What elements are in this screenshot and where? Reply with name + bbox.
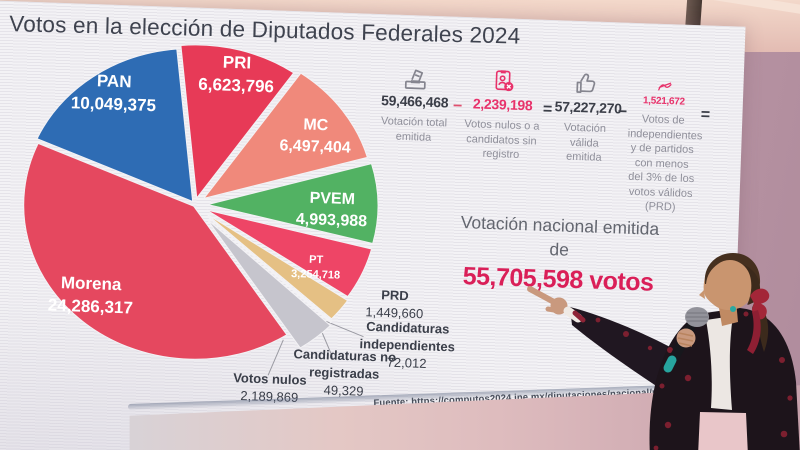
- pie-label: PRI: [222, 53, 251, 73]
- leader-line: [267, 339, 284, 376]
- pie-label: PVEM: [309, 190, 355, 209]
- equation-label: Votos nulos o a candidatos sin registro: [464, 118, 540, 162]
- equation-label: Votación válida emitida: [563, 121, 607, 164]
- equation-label: Votación total emitida: [380, 115, 448, 144]
- pen-strike-icon: [629, 68, 700, 94]
- leader-line: [325, 320, 364, 338]
- presenter-shirt: [706, 316, 733, 410]
- pie-label: Candidaturas: [366, 319, 450, 337]
- equation-value: 59,466,468: [380, 92, 449, 111]
- pie-label: 72,012: [386, 355, 426, 371]
- presenter: [527, 253, 800, 450]
- pie-slice-prd: [206, 213, 349, 320]
- voter-x-icon: [465, 62, 542, 95]
- equation-value: 2,239,198: [472, 95, 533, 114]
- equation-value: 57,227,270: [554, 98, 622, 117]
- presenter-head: [703, 259, 755, 311]
- pie-slice-candidaturas-no-registradas: [206, 216, 332, 324]
- presenter-mic-hand: [676, 328, 696, 348]
- pie-label: PT: [309, 254, 324, 266]
- equation-term: 59,466,468 Votación total emitida: [377, 59, 452, 145]
- pie-slice-mc: [202, 72, 369, 200]
- presentation-screen: Votos en la elección de Diputados Federa…: [0, 0, 757, 450]
- pie-label: MC: [303, 116, 329, 134]
- pie-slice-pan: [36, 48, 194, 203]
- equation-term: 57,227,270 Votación válida emitida: [553, 65, 622, 166]
- presenter-hand: [527, 286, 586, 323]
- equation-label: Votos de independientes y de partidos co…: [627, 113, 703, 214]
- pie-label: Candidaturas no: [293, 346, 396, 365]
- pie-label: Morena: [61, 273, 123, 294]
- equation-value: 1,521,672: [642, 95, 685, 108]
- pie-slice-pt: [206, 209, 373, 298]
- pie-slice-morena: [23, 142, 288, 360]
- pie-label: 49,329: [323, 382, 363, 398]
- ballot-box-icon: [379, 59, 452, 91]
- pie-label: 6,623,796: [198, 75, 274, 97]
- presenter-bow-ribbon: [747, 310, 761, 354]
- pie-label: PRD: [381, 287, 409, 303]
- pie-label: 10,049,375: [71, 93, 157, 115]
- pie-label: 4,993,988: [296, 211, 368, 230]
- pie-label: registradas: [309, 364, 380, 381]
- presenter-nose: [699, 290, 705, 299]
- presenter-earring: [730, 306, 736, 312]
- pie-slice-pvem: [207, 163, 379, 245]
- pie-label: 3,254,718: [291, 268, 340, 282]
- presenter-blouse: [698, 412, 748, 450]
- pie-label: Votos nulos: [233, 370, 307, 388]
- pie-label: independientes: [359, 336, 455, 354]
- pie-label: 6,497,404: [279, 137, 351, 156]
- vote-equation: 59,466,468 Votación total emitida −2,239,1…: [375, 59, 714, 216]
- equation-term: 1,521,672 Votos de independientes y de pa…: [625, 68, 703, 216]
- pie-label: 24,286,317: [48, 296, 134, 318]
- pie-label: PAN: [97, 71, 132, 91]
- equation-term: 2,239,198 Votos nulos o a candidatos sin …: [463, 62, 542, 163]
- operator-equals: =: [700, 106, 711, 124]
- pie-slice-votos-nulos: [206, 218, 332, 349]
- pie-label: 1,449,660: [365, 304, 423, 321]
- pie-slice-pri: [180, 44, 295, 200]
- thumb-up-icon: [555, 65, 618, 97]
